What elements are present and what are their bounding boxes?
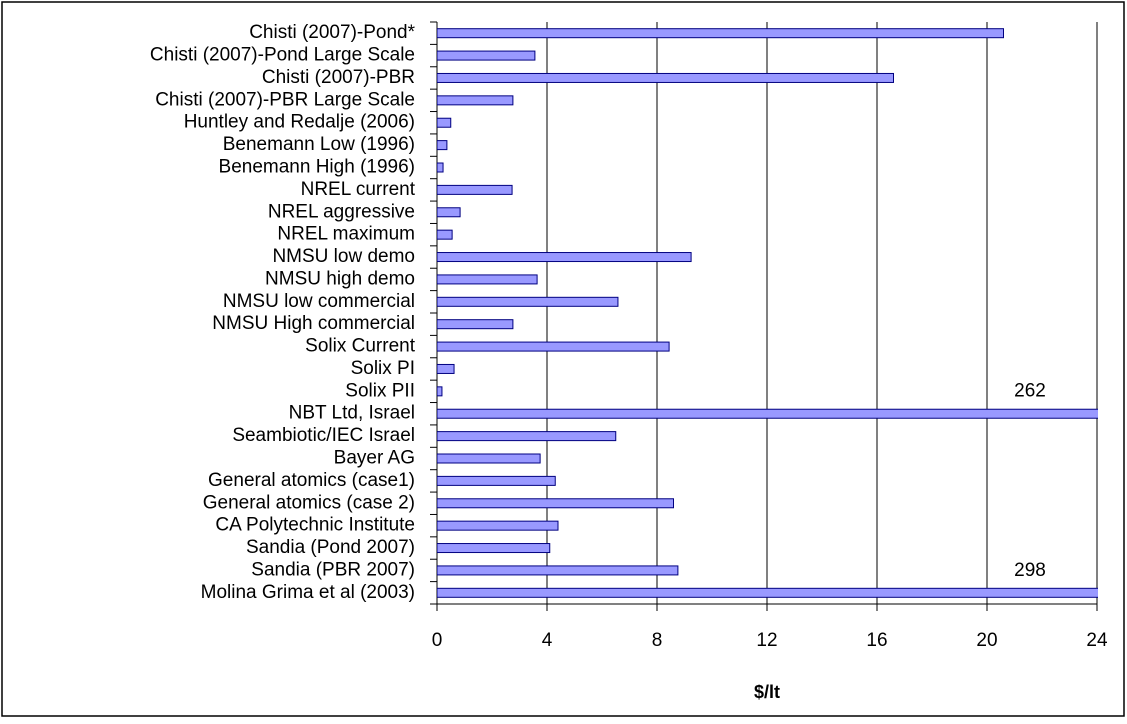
bar [437,319,514,330]
bar [437,162,444,173]
bar [437,296,619,307]
bar [437,453,541,464]
bar [437,95,514,106]
y-tick-label: Sandia (PBR 2007) [251,559,415,580]
y-tick-label: Chisti (2007)-Pond Large Scale [150,45,415,66]
bar [437,431,617,442]
y-tick-label: Molina Grima et al (2003) [201,582,415,603]
bar [437,520,559,531]
bar [437,50,536,61]
y-tick-label: NMSU High commercial [212,313,415,334]
bar [437,117,452,128]
x-axis-label: $/lt [754,682,780,702]
y-tick-label: Seambiotic/IEC Israel [232,425,415,446]
bar [437,229,453,240]
y-tick-label: Huntley and Redalje (2006) [184,112,415,133]
data-label: 262 [1014,381,1046,402]
x-tick-label: 0 [432,630,443,651]
y-tick-label: NREL aggressive [268,201,415,222]
y-tick-label: Chisti (2007)-PBR Large Scale [155,89,415,110]
y-tick-label: Benemann High (1996) [219,157,415,178]
bar [437,475,556,486]
bar [437,363,455,374]
data-label: 298 [1014,560,1046,581]
y-tick-label: Solix PI [351,358,415,379]
bar [437,72,894,83]
bar [437,28,1004,39]
y-tick-label: Bayer AG [334,448,415,469]
bar [437,543,551,554]
bar [437,408,1098,419]
bar [437,252,692,263]
x-tick-label: 24 [1086,630,1108,651]
bar [437,207,461,218]
y-tick-label: NREL current [301,179,416,200]
y-tick-label: NMSU low demo [272,246,415,267]
bar [437,386,443,397]
y-tick-label: CA Polytechnic Institute [215,515,415,536]
bar [437,565,679,576]
bar [437,341,670,352]
y-tick-label: Sandia (Pond 2007) [246,537,415,558]
y-tick-label: NBT Ltd, Israel [289,403,415,424]
x-tick-label: 8 [652,630,663,651]
x-tick-label: 12 [756,630,777,651]
bar [437,140,448,151]
y-tick-label: Solix PII [345,380,415,401]
x-tick-label: 20 [976,630,997,651]
y-tick-label: NMSU high demo [265,268,415,289]
x-tick-label: 4 [542,630,553,651]
y-tick-label: General atomics (case 2) [203,492,415,513]
bar [437,274,538,285]
y-tick-label: Solix Current [305,336,416,357]
bar [437,498,674,509]
x-tick-label: 16 [866,630,887,651]
y-tick-label: Chisti (2007)-Pond* [249,22,415,43]
bar [437,184,513,195]
bar [437,587,1098,598]
bars [437,28,1098,598]
y-tick-label: Benemann Low (1996) [223,134,415,155]
y-tick-label: Chisti (2007)-PBR [262,67,415,88]
y-tick-label: General atomics (case1) [208,470,415,491]
y-tick-label: NREL maximum [277,224,415,245]
y-tick-label: NMSU low commercial [223,291,415,312]
